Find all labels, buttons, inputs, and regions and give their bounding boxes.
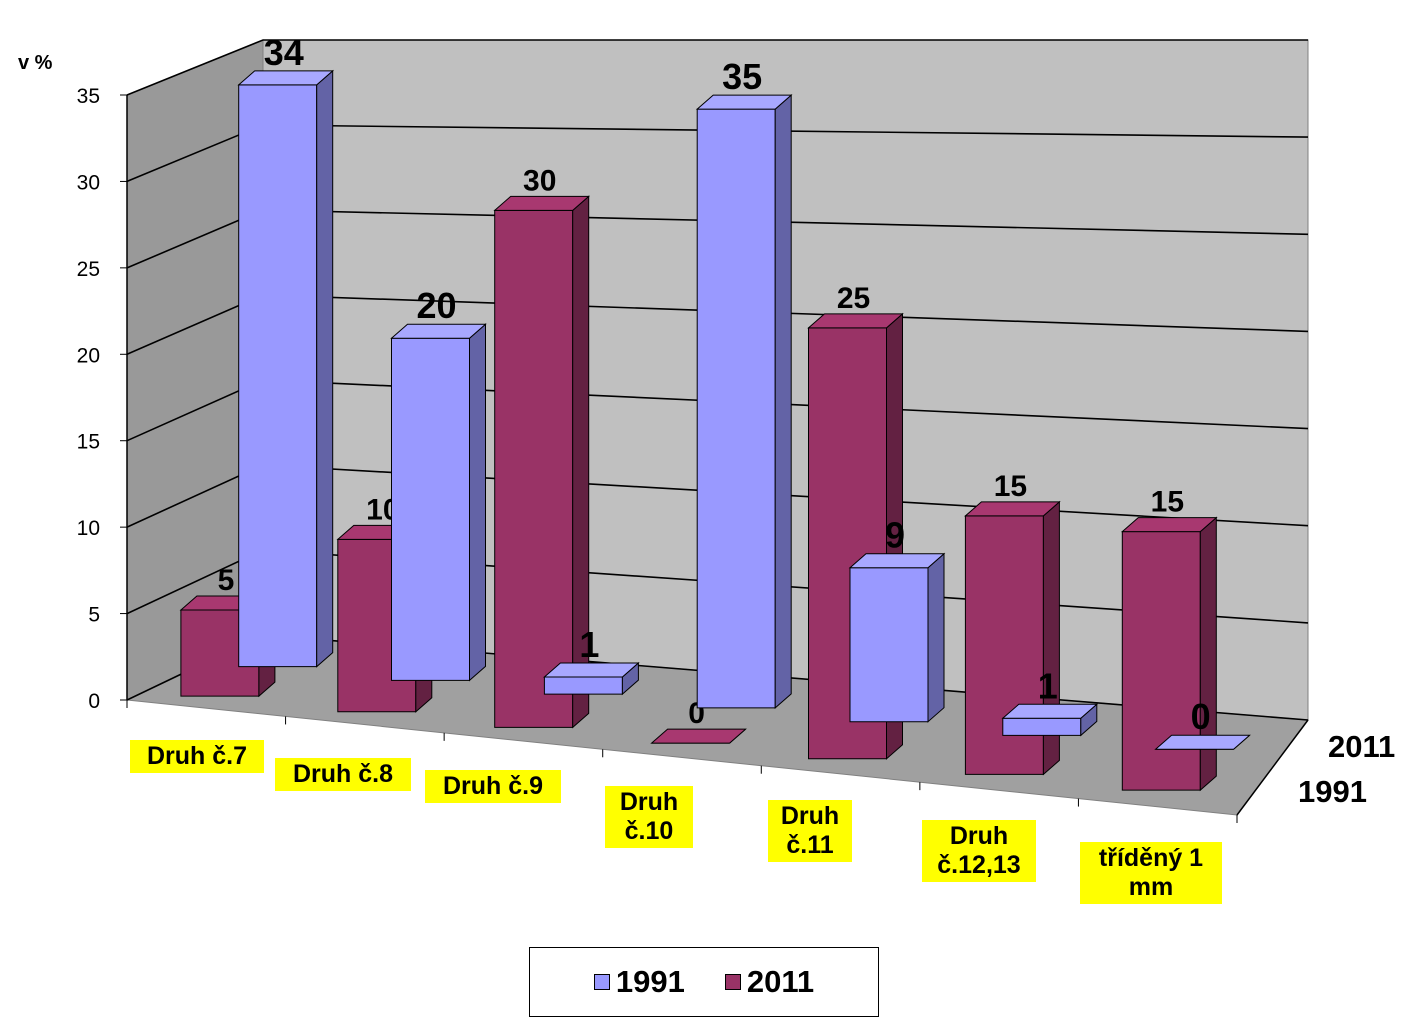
category-label-0: Druh č.7 xyxy=(130,740,264,773)
data-label-1-6: 15 xyxy=(1151,486,1184,519)
bar-top-0-6 xyxy=(1154,734,1251,750)
data-label-1-2: 30 xyxy=(523,164,556,197)
bar-front-1-6 xyxy=(1121,531,1201,791)
bar-top-0-1 xyxy=(390,323,487,339)
bar-top-0-5 xyxy=(1001,703,1099,719)
data-label-1-5: 15 xyxy=(994,470,1027,503)
bar-side-0-1 xyxy=(469,323,486,682)
y-tick-label: 30 xyxy=(77,171,100,194)
bar-top-0-2 xyxy=(543,662,640,678)
bar-side-0-4 xyxy=(927,552,945,723)
bar-top-1-4 xyxy=(807,313,904,329)
y-tick-label: 35 xyxy=(77,85,100,108)
bar-side-0-0 xyxy=(316,69,334,668)
y-tick-label: 15 xyxy=(77,431,100,454)
bar-top-1-2 xyxy=(493,195,591,211)
category-label-2: Druh č.9 xyxy=(425,770,561,803)
bar-top-1-6 xyxy=(1120,517,1218,533)
legend-label-1991: 1991 xyxy=(615,964,685,999)
data-label-0-0: 34 xyxy=(264,32,304,73)
legend-swatch-2011 xyxy=(724,974,741,990)
category-label-3: Druh č.10 xyxy=(605,786,693,848)
data-label-0-6: 0 xyxy=(1191,696,1211,737)
data-label-0-3: 35 xyxy=(722,56,762,97)
legend: 1991 2011 xyxy=(529,947,879,1017)
bar-top-0-4 xyxy=(848,553,946,569)
bar-front-0-0 xyxy=(238,84,318,668)
data-label-0-1: 20 xyxy=(417,285,457,326)
depth-label-1991: 1991 xyxy=(1298,774,1367,809)
y-tick-label: 20 xyxy=(77,344,100,367)
y-tick-label: 5 xyxy=(88,604,100,627)
bar-front-0-1 xyxy=(391,337,470,681)
bar-front-0-3 xyxy=(696,108,776,709)
bar-top-0-3 xyxy=(695,94,793,110)
legend-swatch-1991 xyxy=(593,974,610,990)
depth-axis-line xyxy=(1236,719,1309,816)
bar-top-1-3 xyxy=(650,728,747,744)
data-label-0-5: 1 xyxy=(1038,665,1058,706)
bar-side-0-3 xyxy=(774,93,792,710)
data-label-0-2: 1 xyxy=(579,624,599,665)
bar-front-0-2 xyxy=(543,676,623,695)
gridline xyxy=(126,39,1308,96)
legend-item-2011: 2011 xyxy=(724,964,815,1000)
y-axis-label: v % xyxy=(18,52,53,74)
data-label-1-4: 25 xyxy=(837,282,870,315)
bar-front-0-5 xyxy=(1002,717,1082,736)
y-tick-label: 25 xyxy=(77,258,100,281)
category-label-4: Druh č.11 xyxy=(768,800,852,862)
legend-label-2011: 2011 xyxy=(746,964,815,999)
depth-label-2011: 2011 xyxy=(1328,729,1395,764)
y-tick-label: 10 xyxy=(77,517,100,540)
data-label-0-4: 9 xyxy=(885,515,905,556)
bar-front-0-4 xyxy=(849,567,929,723)
category-label-5: Druh č.12,13 xyxy=(922,820,1036,882)
category-label-6: tříděný 1 mm xyxy=(1080,842,1222,904)
category-label-1: Druh č.8 xyxy=(275,758,411,791)
y-tick-label: 0 xyxy=(88,690,100,713)
bar-top-1-5 xyxy=(964,501,1061,517)
bar-front-1-2 xyxy=(494,209,574,728)
data-label-1-0: 5 xyxy=(218,564,235,597)
legend-item-1991: 1991 xyxy=(593,964,685,1000)
bar-top-0-0 xyxy=(237,70,335,86)
